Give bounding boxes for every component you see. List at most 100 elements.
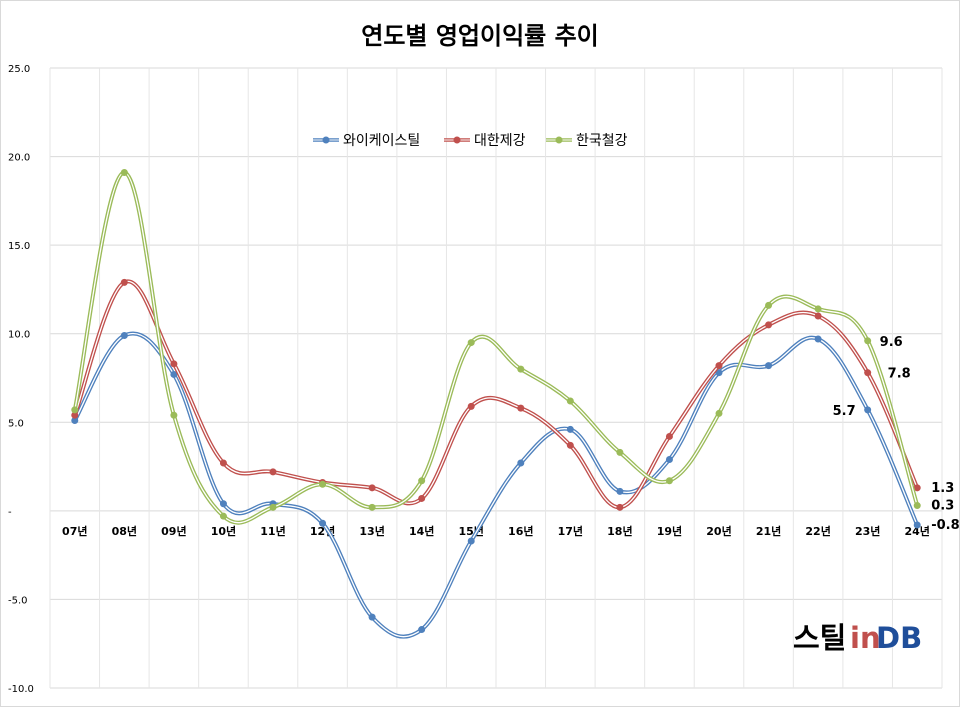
data-point — [616, 487, 624, 495]
y-tick-label: 5.0 — [8, 418, 24, 429]
data-point — [71, 417, 79, 425]
data-point — [71, 411, 79, 419]
data-point — [319, 480, 327, 488]
x-tick-label: 20년 — [706, 524, 731, 538]
y-tick-label: - — [8, 507, 12, 518]
data-point — [219, 459, 227, 467]
x-tick-label: 11년 — [260, 524, 285, 538]
x-tick-label: 16년 — [508, 524, 533, 538]
logo-text-korean: 스틸 — [793, 621, 846, 655]
series-line-highlight — [74, 280, 918, 508]
data-label: -0.8 — [931, 518, 959, 533]
legend-label: 와이케이스틸 — [343, 133, 420, 149]
data-point — [765, 362, 773, 370]
data-point — [864, 406, 872, 414]
data-point — [467, 339, 475, 347]
series-line-highlight — [74, 332, 918, 638]
data-point — [120, 169, 128, 177]
x-tick-label: 09년 — [161, 524, 186, 538]
data-point — [368, 503, 376, 511]
logo-text-db: DB — [876, 621, 922, 655]
x-tick-label: 14년 — [409, 524, 434, 538]
data-point — [715, 362, 723, 370]
data-point — [814, 305, 822, 313]
legend-swatch-marker — [555, 136, 563, 144]
data-point — [269, 468, 277, 476]
legend-label: 대한제강 — [474, 133, 526, 149]
data-point — [418, 494, 426, 502]
data-point — [566, 397, 574, 405]
y-tick-label: 10.0 — [8, 330, 30, 341]
x-tick-label: 22년 — [805, 524, 830, 538]
data-point — [765, 321, 773, 329]
data-point — [864, 369, 872, 377]
data-point — [715, 409, 723, 417]
x-tick-label: 21년 — [756, 524, 781, 538]
data-point — [864, 337, 872, 345]
data-point — [665, 432, 673, 440]
data-point — [517, 404, 525, 412]
data-point — [913, 521, 921, 529]
legend-item-1: 와이케이스틸 — [313, 133, 420, 149]
x-tick-label: 10년 — [211, 524, 236, 538]
x-tick-label: 17년 — [558, 524, 583, 538]
data-label: 0.3 — [931, 499, 954, 514]
data-point — [418, 626, 426, 634]
x-tick-label: 24년 — [905, 524, 930, 538]
y-axis: 25.0 20.0 15.0 10.0 5.0 - -5.0 -10.0 — [8, 64, 34, 695]
data-point — [814, 335, 822, 343]
logo-text-in: in — [850, 621, 881, 655]
data-point — [219, 500, 227, 508]
y-tick-label: -10.0 — [8, 684, 34, 695]
data-point — [814, 312, 822, 320]
series-group — [71, 169, 921, 639]
data-point — [319, 519, 327, 527]
data-point — [517, 459, 525, 467]
steelindb-logo: 스틸 in DB — [793, 621, 922, 655]
x-tick-label: 07년 — [62, 524, 87, 538]
x-tick-label: 23년 — [855, 524, 880, 538]
x-tick-label: 18년 — [607, 524, 632, 538]
x-tick-label: 13년 — [359, 524, 384, 538]
x-tick-label: 19년 — [657, 524, 682, 538]
data-point — [170, 360, 178, 368]
legend-swatch-marker — [453, 136, 461, 144]
data-point — [913, 502, 921, 510]
data-point — [566, 441, 574, 449]
data-point — [765, 301, 773, 309]
data-point — [467, 537, 475, 545]
data-point — [517, 365, 525, 373]
x-tick-label: 08년 — [112, 524, 137, 538]
series-3 — [71, 169, 921, 525]
data-point — [170, 411, 178, 419]
legend-label: 한국철강 — [576, 133, 628, 149]
data-point — [368, 613, 376, 621]
data-point — [120, 278, 128, 286]
data-point — [418, 477, 426, 485]
data-point — [219, 512, 227, 520]
y-tick-label: 20.0 — [8, 153, 30, 164]
legend-item-3: 한국철강 — [546, 133, 628, 149]
data-point — [467, 402, 475, 410]
data-label: 5.7 — [833, 404, 856, 419]
series-1 — [71, 331, 921, 639]
data-label: 7.8 — [888, 367, 911, 382]
data-point — [566, 425, 574, 433]
data-labels: 9.6 7.8 5.7 1.3 0.3 -0.8 — [833, 335, 960, 533]
data-point — [120, 331, 128, 339]
y-tick-label: -5.0 — [8, 595, 28, 606]
data-point — [71, 406, 79, 414]
chart-title: 연도별 영업이익률 추이 — [361, 22, 599, 50]
grid — [49, 67, 943, 689]
data-point — [616, 503, 624, 511]
data-point — [913, 484, 921, 492]
data-point — [665, 455, 673, 463]
legend-item-2: 대한제강 — [444, 133, 526, 149]
data-label: 1.3 — [931, 481, 954, 496]
x-axis: 07년 08년 09년 10년 11년 12년 13년 14년 15년 16년 17년 18년 19년 2… — [62, 524, 930, 538]
data-point — [715, 369, 723, 377]
data-point — [368, 484, 376, 492]
